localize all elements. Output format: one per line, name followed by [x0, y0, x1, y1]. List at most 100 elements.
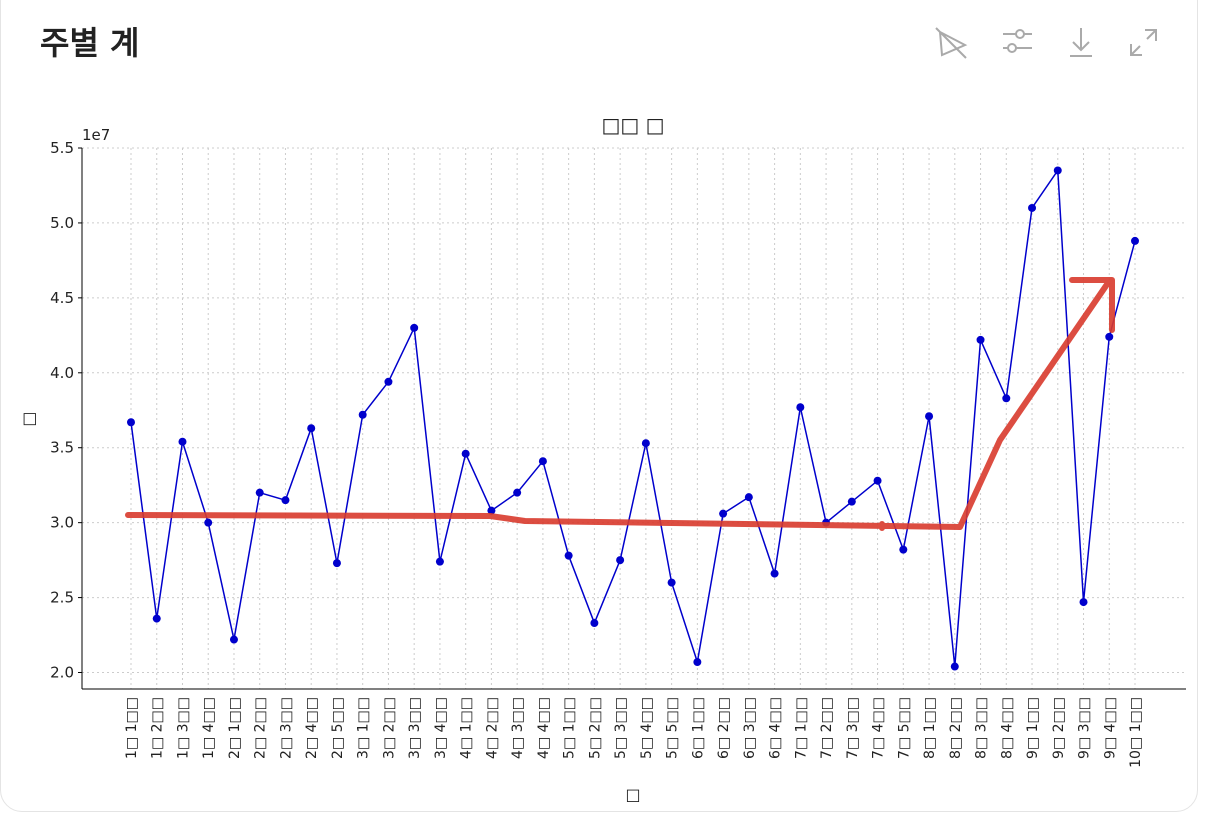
x-tick-label: 5□ 3□□	[613, 697, 629, 759]
download-button[interactable]	[1070, 28, 1092, 57]
y-tick-label: 5.0	[50, 214, 74, 232]
data-point	[796, 403, 805, 412]
x-tick-label: 6□ 3□□	[742, 697, 758, 759]
reset-button[interactable]	[935, 27, 968, 59]
data-point	[847, 497, 856, 506]
data-point	[873, 476, 882, 485]
data-point	[435, 557, 444, 566]
data-point	[564, 551, 573, 560]
x-tick-label: 6□ 2□□	[716, 697, 732, 759]
x-tick-label: 7□ 3□□	[845, 697, 861, 759]
data-point	[693, 658, 702, 667]
data-point	[513, 488, 522, 497]
x-tick-label: 9□ 1□□	[1025, 697, 1041, 759]
x-tick-label: 4□ 2□□	[484, 697, 500, 759]
x-tick-label: 3□ 2□□	[381, 697, 397, 759]
x-tick-label: 2□ 3□□	[278, 697, 294, 759]
data-point	[538, 457, 547, 466]
data-point	[1131, 236, 1139, 245]
y-tick-label: 3.0	[50, 514, 74, 532]
y-tick-label: 4.0	[50, 364, 74, 382]
x-tick-label: 9□ 3□□	[1077, 697, 1093, 759]
settings-button[interactable]	[1003, 29, 1032, 53]
x-tick-label: 8□ 3□□	[974, 697, 990, 759]
data-point	[281, 496, 290, 505]
data-point	[1002, 394, 1011, 403]
data-point	[229, 635, 238, 644]
x-tick-label: 2□ 4□□	[304, 697, 320, 759]
data-point	[152, 614, 161, 623]
x-tick-label: 2□ 1□□	[227, 697, 243, 759]
x-tick-label: 3□ 4□□	[433, 697, 449, 759]
data-point	[1105, 332, 1114, 341]
data-point	[178, 437, 187, 446]
data-point	[744, 493, 753, 502]
data-point	[332, 559, 341, 568]
x-tick-label: 5□ 4□□	[639, 697, 655, 759]
x-axis-label: □	[625, 785, 640, 804]
data-point	[641, 439, 650, 448]
x-tick-label: 5□ 1□□	[562, 697, 578, 759]
data-point	[667, 578, 676, 587]
data-point	[384, 377, 393, 386]
y-axis-label: □	[19, 411, 38, 426]
data-point	[770, 569, 779, 578]
data-point	[1028, 203, 1037, 212]
x-tick-label: 5□ 2□□	[587, 697, 603, 759]
x-tick-label: 7□ 4□□	[871, 697, 887, 759]
y-tick-label: 4.5	[50, 289, 74, 307]
y-tick-label: 2.5	[50, 589, 74, 607]
x-tick-label: 1□ 1□□	[124, 697, 140, 759]
data-point	[127, 418, 135, 427]
x-tick-label: 3□ 1□□	[356, 697, 372, 759]
data-point	[487, 506, 496, 515]
x-tick-label: 7□ 1□□	[793, 697, 809, 759]
data-point	[976, 335, 985, 344]
data-point	[1079, 598, 1088, 607]
x-tick-label: 8□ 2□□	[948, 697, 964, 759]
fullscreen-button[interactable]	[1130, 29, 1157, 56]
data-point	[899, 545, 908, 554]
x-tick-label: 4□ 1□□	[459, 697, 475, 759]
x-tick-label: 8□ 1□□	[922, 697, 938, 759]
data-point	[255, 488, 264, 497]
x-tick-label: 7□ 5□□	[896, 697, 912, 759]
data-point	[461, 449, 470, 458]
data-point	[590, 619, 599, 628]
data-point	[616, 556, 625, 565]
data-point	[925, 412, 934, 421]
data-point	[719, 509, 728, 518]
x-tick-label: 3□ 3□□	[407, 697, 423, 759]
x-tick-label: 10□ 1□□	[1128, 697, 1144, 768]
data-point	[1053, 166, 1062, 175]
x-tick-label: 2□ 2□□	[253, 697, 269, 759]
x-tick-label: 1□ 4□□	[201, 697, 217, 759]
x-tick-label: 1□ 3□□	[175, 697, 191, 759]
card-title: 주별 계	[40, 24, 139, 62]
x-tick-label: 4□ 3□□	[510, 697, 526, 759]
y-tick-label: 3.5	[50, 439, 74, 457]
y-offset-text: 1e7	[82, 126, 110, 144]
data-point	[358, 410, 367, 419]
y-tick-label: 5.5	[50, 139, 74, 157]
annotation-arrow	[125, 277, 1115, 531]
x-tick-label: 8□ 4□□	[999, 697, 1015, 759]
data-point	[410, 323, 419, 332]
toolbar	[935, 27, 1157, 59]
x-tick-label: 7□ 2□□	[819, 697, 835, 759]
y-tick-label: 2.0	[50, 664, 74, 682]
x-tick-label: 9□ 4□□	[1102, 697, 1118, 759]
x-tick-label: 6□ 1□□	[690, 697, 706, 759]
x-tick-label: 6□ 4□□	[768, 697, 784, 759]
x-tick-label: 1□ 2□□	[150, 697, 166, 759]
x-tick-label: 2□ 5□□	[330, 697, 346, 759]
x-tick-label: 4□ 4□□	[536, 697, 552, 759]
data-point	[950, 662, 959, 671]
series-line	[130, 168, 1136, 667]
x-tick-label: 9□ 2□□	[1051, 697, 1067, 759]
plot-title: □□ □	[601, 113, 664, 137]
x-tick-label: 5□ 5□□	[665, 697, 681, 759]
